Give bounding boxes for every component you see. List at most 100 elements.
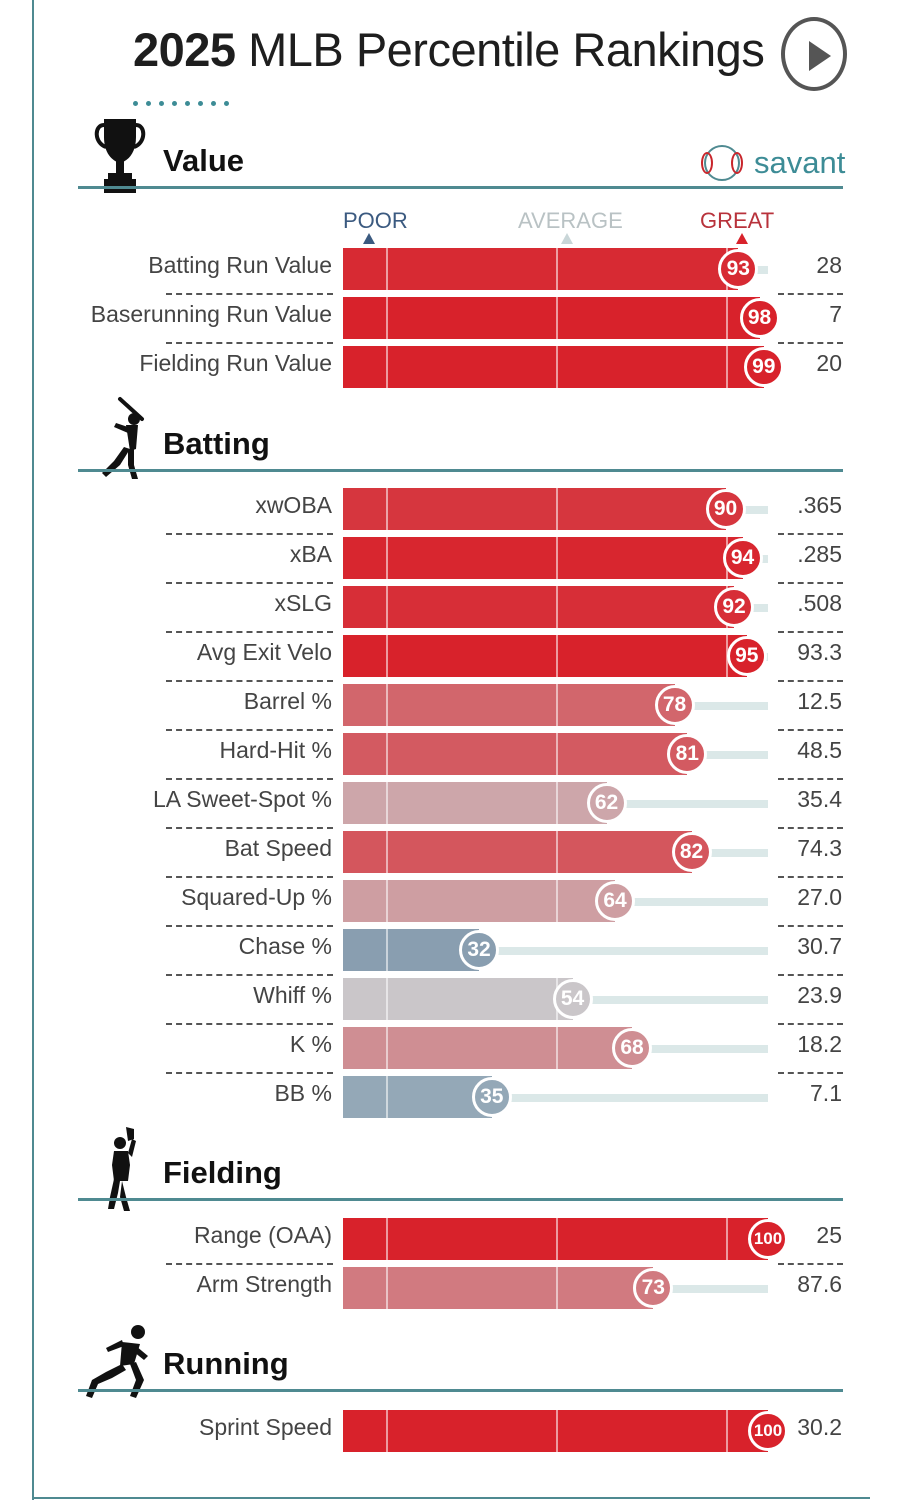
trophy-icon [94,119,146,193]
row-divider-left [166,925,333,927]
play-button[interactable] [781,17,847,91]
metric-label: Arm Strength [196,1271,333,1297]
scale-tick [555,733,558,775]
metric-value: 20 [816,350,842,376]
section-title-value: Value [163,143,244,178]
scale-tick [385,488,388,530]
row-divider-left [166,631,333,633]
title-text: MLB Percentile Rankings [248,23,765,76]
scale-tick [555,684,558,726]
percentile-badge: 68 [612,1028,652,1068]
metric-row: BB % 35 7.1 [0,1074,900,1123]
metric-value: 12.5 [797,688,842,714]
metric-value: 74.3 [797,835,842,861]
scale-tick [385,537,388,579]
scale-tick [725,635,728,677]
scale-tick [385,782,388,824]
row-divider-right [778,925,843,927]
row-divider-right [778,631,843,633]
percentile-bar [343,248,739,290]
row-divider-left [166,876,333,878]
section-title-batting: Batting [163,426,270,461]
scale-tick [385,733,388,775]
metric-value: 25 [816,1222,842,1248]
percentile-bar [343,782,607,824]
savant-brand-text: savant [754,145,846,180]
percentile-badge: 100 [748,1219,788,1259]
scale-tick [385,248,388,290]
scale-tick [385,1027,388,1069]
metric-label: Fielding Run Value [139,350,332,376]
scale-tick [385,297,388,339]
row-divider-left [166,974,333,976]
metric-label: Squared-Up % [181,884,332,910]
average-arrow-icon [561,233,573,244]
row-divider-left [166,1023,333,1025]
row-divider-right [778,533,843,535]
percentile-badge: 93 [718,249,759,289]
percentile-bar [343,635,747,677]
row-divider-left [166,1263,333,1265]
percentile-badge: 94 [722,538,763,578]
row-divider-left [166,1072,333,1074]
metric-row: Whiff % 54 23.9 [0,976,900,1025]
metric-value: 35.4 [797,786,842,812]
percentile-track [343,1094,768,1102]
scale-tick [555,1218,558,1260]
row-divider-left [166,827,333,829]
metric-label: Barrel % [243,688,332,714]
metric-row: Bat Speed 82 74.3 [0,829,900,878]
frame-bottom-border [32,1497,870,1499]
metric-label: Hard-Hit % [219,737,332,763]
scale-tick [385,880,388,922]
metric-label: Whiff % [253,982,332,1008]
runner-icon [86,1325,148,1398]
metric-value: 87.6 [797,1271,842,1297]
metric-label: Avg Exit Velo [196,639,332,665]
percentile-badge: 62 [586,783,627,823]
metric-row: Chase % 32 30.7 [0,927,900,976]
scale-tick [385,586,388,628]
row-divider-right [778,1072,843,1074]
metric-label: Sprint Speed [199,1414,332,1440]
frame-left-border [32,0,34,1500]
metric-label: Bat Speed [224,835,332,861]
metric-row: Range (OAA) 100 25 [0,1216,900,1265]
scale-poor-label: POOR [343,208,408,233]
metric-label: LA Sweet-Spot % [153,786,332,812]
metric-label: Batting Run Value [148,252,332,278]
play-icon [809,41,831,71]
scale-tick [385,1267,388,1309]
metric-value: 30.2 [797,1414,842,1440]
scale-tick [555,831,558,873]
percentile-badge: 78 [654,685,695,725]
percentile-badge: 99 [743,347,784,387]
metric-row: K % 68 18.2 [0,1025,900,1074]
great-arrow-icon [736,233,748,244]
metric-label: xSLG [274,590,332,616]
scale-tick [385,346,388,388]
scale-tick [555,1410,558,1452]
row-divider-right [778,1023,843,1025]
row-divider-left [166,533,333,535]
section-divider-fielding [78,1198,843,1201]
batter-icon [102,397,144,479]
metric-row: xBA 94 .285 [0,535,900,584]
metric-row: Squared-Up % 64 27.0 [0,878,900,927]
scale-tick [555,488,558,530]
scale-tick [555,297,558,339]
metric-row: Sprint Speed 100 30.2 [0,1408,900,1457]
row-divider-right [778,974,843,976]
metric-row: Avg Exit Velo 95 93.3 [0,633,900,682]
scale-tick [385,1218,388,1260]
metric-row: xSLG 92 .508 [0,584,900,633]
percentile-bar [343,1027,632,1069]
scale-tick [555,880,558,922]
row-divider-right [778,582,843,584]
scale-tick [385,1410,388,1452]
poor-arrow-icon [363,233,375,244]
row-divider-right [778,778,843,780]
metric-label: Range (OAA) [193,1222,332,1248]
percentile-badge: 54 [552,979,593,1019]
percentile-badge: 95 [726,636,767,676]
